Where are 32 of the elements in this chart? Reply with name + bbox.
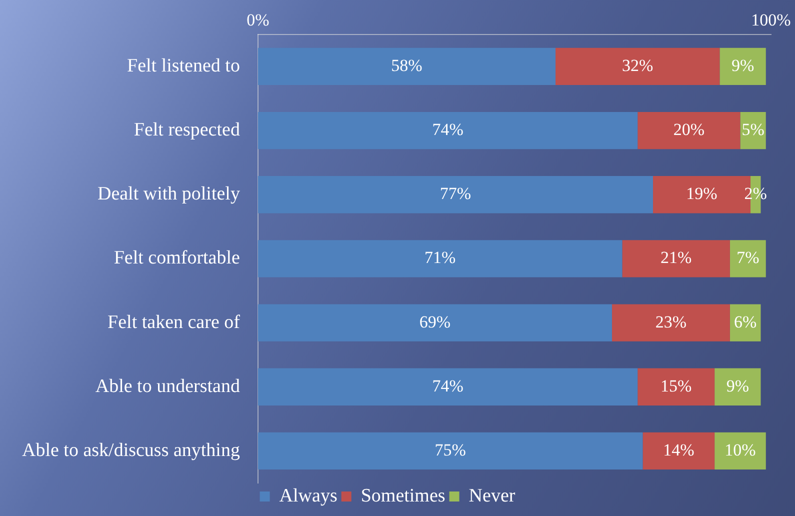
y-tick-label: Felt comfortable — [114, 248, 240, 269]
x-tick-label: 100% — [751, 10, 791, 30]
x-tick-label: 0% — [246, 10, 270, 30]
data-label: 20% — [673, 120, 704, 139]
y-tick-label: Able to ask/discuss anything — [22, 440, 240, 461]
data-label: 14% — [663, 440, 694, 460]
data-label: 9% — [726, 376, 749, 396]
data-label: 71% — [424, 248, 456, 268]
data-label: 75% — [434, 440, 466, 460]
legend-label: Sometimes — [360, 485, 446, 506]
data-label: 21% — [660, 248, 692, 268]
data-label: 10% — [724, 440, 756, 460]
data-label: 58% — [391, 56, 422, 75]
data-label: 5% — [742, 120, 764, 139]
y-tick-label: Able to understand — [95, 376, 240, 397]
data-label: 77% — [440, 184, 472, 204]
data-label: 74% — [432, 376, 464, 396]
data-label: 7% — [736, 248, 760, 268]
y-tick-label: Felt taken care of — [108, 312, 241, 333]
data-label: 23% — [655, 312, 687, 332]
data-label: 6% — [734, 312, 757, 332]
data-label: 74% — [432, 120, 464, 139]
data-label: 19% — [686, 184, 718, 204]
data-label: 9% — [731, 56, 754, 75]
data-label: 32% — [622, 56, 654, 75]
y-tick-label: Felt respected — [134, 120, 240, 141]
legend-label: Never — [468, 485, 516, 506]
y-tick-label: Dealt with politely — [97, 184, 240, 205]
data-label: 15% — [660, 376, 692, 396]
legend-label: Always — [279, 485, 338, 506]
y-tick-label: Felt listened to — [127, 55, 240, 76]
data-label: 69% — [419, 312, 451, 332]
